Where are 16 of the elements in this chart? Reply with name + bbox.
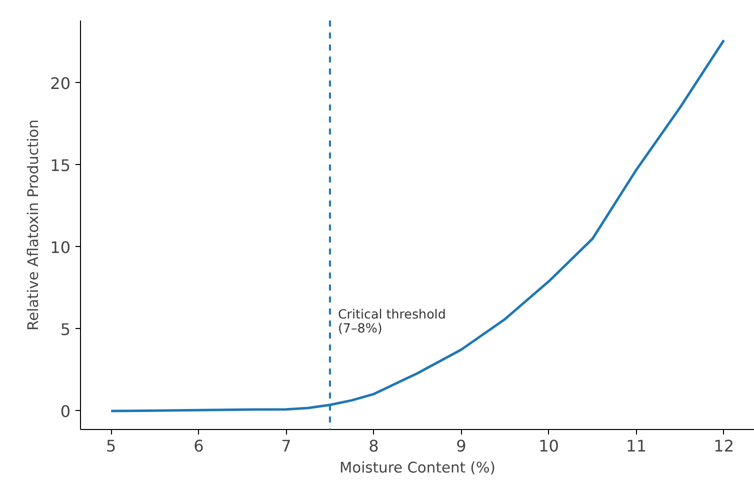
- y-tick-label: 10: [50, 238, 70, 257]
- x-tick-label: 6: [194, 436, 204, 456]
- x-tick-label: 9: [456, 436, 466, 456]
- y-tick-label: 15: [50, 156, 70, 175]
- ref-line-label: Critical threshold (7–8%): [338, 306, 446, 336]
- x-tick-label: 8: [368, 436, 379, 456]
- x-tick-label: 7: [281, 436, 292, 456]
- y-tick-label: 5: [60, 320, 71, 339]
- x-tick-label: 12: [714, 436, 734, 456]
- x-tick-label: 11: [626, 436, 647, 456]
- y-tick-label: 0: [60, 402, 71, 421]
- x-tick-label: 5: [106, 436, 116, 456]
- x-tick-label: 10: [538, 436, 559, 456]
- y-axis-title: Relative Aflatoxin Production: [25, 120, 42, 330]
- y-tick-label: 20: [50, 74, 70, 93]
- x-axis-title: Moisture Content (%): [339, 460, 496, 476]
